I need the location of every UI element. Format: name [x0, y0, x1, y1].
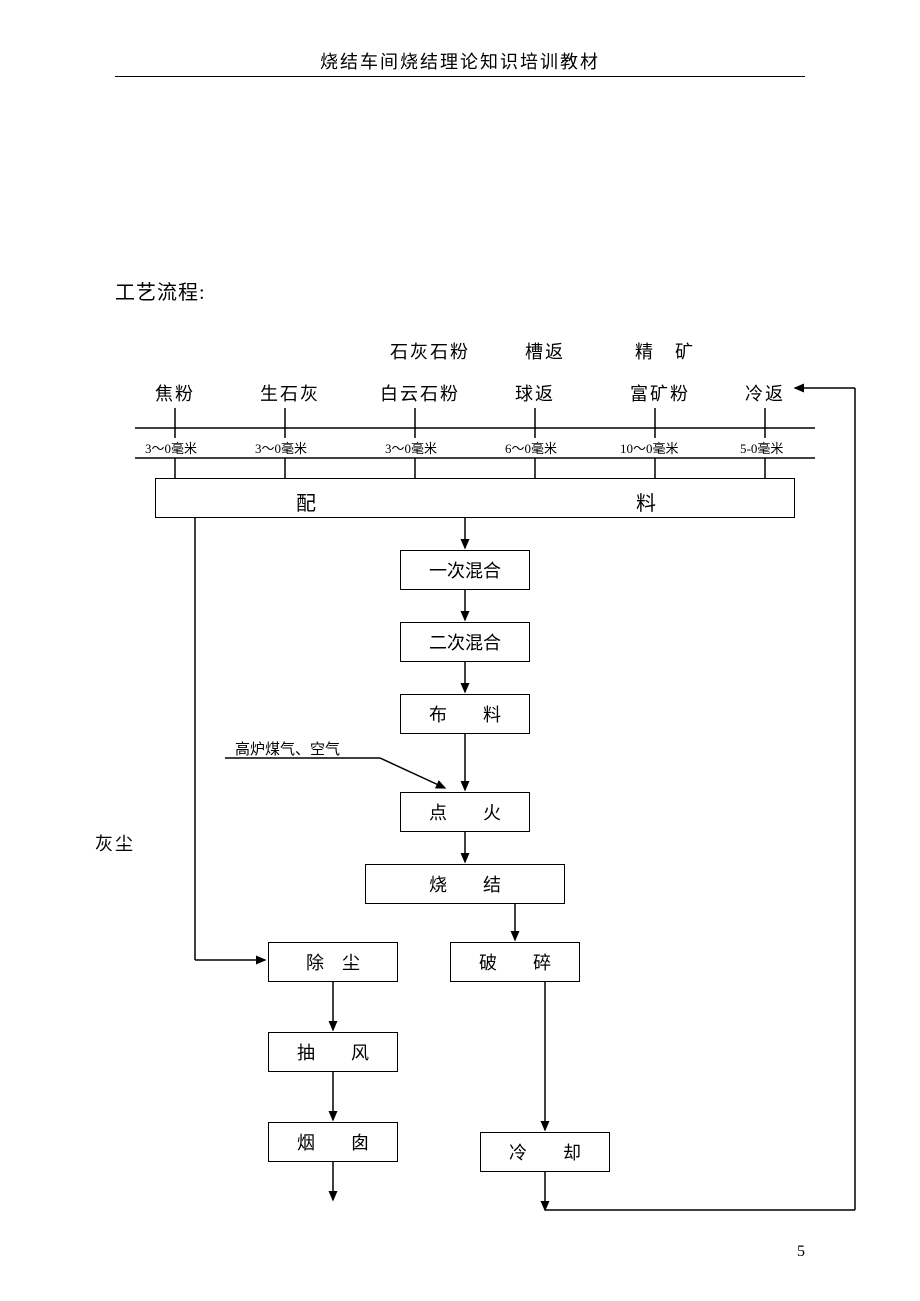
- connector-lines: [115, 330, 835, 1230]
- header-underline: [115, 76, 805, 77]
- size-6: 5-0毫米: [740, 438, 783, 457]
- box-fan: 抽 风: [268, 1032, 398, 1072]
- label-rich-ore-powder: 富矿粉: [630, 380, 690, 406]
- size-5: 10～0毫米: [620, 438, 679, 457]
- label-trough-return: 槽返: [525, 338, 565, 364]
- label-coke-powder: 焦粉: [155, 380, 195, 406]
- box-mix1: 一次混合: [400, 550, 530, 590]
- box-chimney: 烟 囱: [268, 1122, 398, 1162]
- label-dolomite-powder: 白云石粉: [380, 380, 460, 406]
- size-3: 3～0毫米: [385, 438, 437, 457]
- box-crush: 破 碎: [450, 942, 580, 982]
- box-mix2: 二次混合: [400, 622, 530, 662]
- box-sinter: 烧 结: [365, 864, 565, 904]
- box-dedust: 除 尘: [268, 942, 398, 982]
- label-cold-return: 冷返: [745, 380, 785, 406]
- size-2: 3～0毫米: [255, 438, 307, 457]
- size-1: 3～0毫米: [145, 438, 197, 457]
- box-cool: 冷 却: [480, 1132, 610, 1172]
- batching-left: 配: [296, 487, 316, 516]
- size-4: 6～0毫米: [505, 438, 557, 457]
- label-ball-return: 球返: [515, 380, 555, 406]
- label-quicklime: 生石灰: [260, 380, 320, 406]
- page-header: 烧结车间烧结理论知识培训教材: [0, 48, 920, 74]
- label-dust: 灰尘: [95, 830, 135, 856]
- batching-right: 料: [636, 487, 656, 516]
- label-concentrate: 精 矿: [635, 338, 695, 364]
- flowchart: 石灰石粉 槽返 精 矿 焦粉 生石灰 白云石粉 球返 富矿粉 冷返 3～0毫米 …: [115, 330, 835, 1230]
- box-batching: 配 料: [155, 478, 795, 518]
- label-limestone-powder: 石灰石粉: [390, 338, 470, 364]
- section-title: 工艺流程:: [115, 276, 206, 305]
- box-ignite: 点 火: [400, 792, 530, 832]
- box-distribute: 布 料: [400, 694, 530, 734]
- page-number: 5: [797, 1243, 805, 1261]
- label-gas-air: 高炉煤气、空气: [235, 738, 340, 759]
